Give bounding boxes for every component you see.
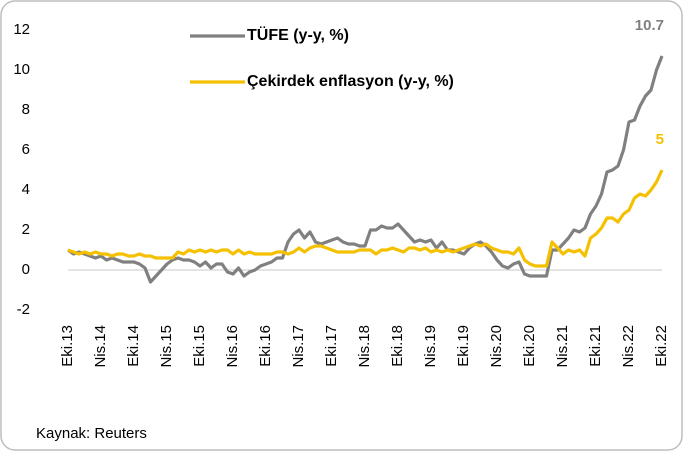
source: Kaynak: Reuters	[36, 425, 147, 442]
x-tick-label: Nis.20	[488, 325, 505, 368]
legend-label: Çekirdek enflasyon (y-y, %)	[247, 73, 454, 90]
end-label: 5	[656, 131, 664, 148]
x-tick-label: Nis.16	[224, 325, 241, 368]
line-series	[67, 55, 664, 284]
x-tick-label: Eki.21	[587, 325, 604, 367]
x-tick-label: Eki.13	[59, 325, 76, 367]
x-tick-label: Eki.15	[191, 325, 208, 367]
y-tick-label: 0	[22, 261, 30, 278]
y-tick-label: 2	[22, 221, 30, 238]
y-tick-label: 6	[22, 141, 30, 158]
legend-label: TÜFE (y-y, %)	[247, 25, 349, 44]
x-tick-label: Nis.21	[554, 325, 571, 368]
x-tick-label: Eki.16	[257, 325, 274, 367]
y-tick-label: 8	[22, 101, 30, 118]
x-tick-label: Eki.18	[389, 325, 406, 367]
y-tick-label: 4	[22, 181, 30, 198]
y-tick-label: -2	[17, 301, 30, 318]
x-tick-label: Eki.22	[653, 325, 670, 367]
x-tick-label: Nis.22	[620, 325, 637, 368]
x-tick-label: Eki.20	[521, 325, 538, 367]
x-tick-label: Eki.17	[323, 325, 340, 367]
x-tick-label: Nis.17	[290, 325, 307, 368]
y-tick-label: 10	[13, 61, 30, 78]
x-tick-label: Eki.14	[125, 325, 142, 367]
x-tick-label: Nis.14	[92, 325, 109, 368]
end-label: 10.7	[635, 17, 664, 34]
x-tick-label: Nis.15	[158, 325, 175, 368]
x-tick-label: Nis.19	[422, 325, 439, 368]
x-tick-label: Nis.18	[356, 325, 373, 368]
y-tick-label: 12	[13, 21, 30, 38]
x-tick-label: Eki.19	[455, 325, 472, 367]
line-series	[67, 169, 664, 268]
